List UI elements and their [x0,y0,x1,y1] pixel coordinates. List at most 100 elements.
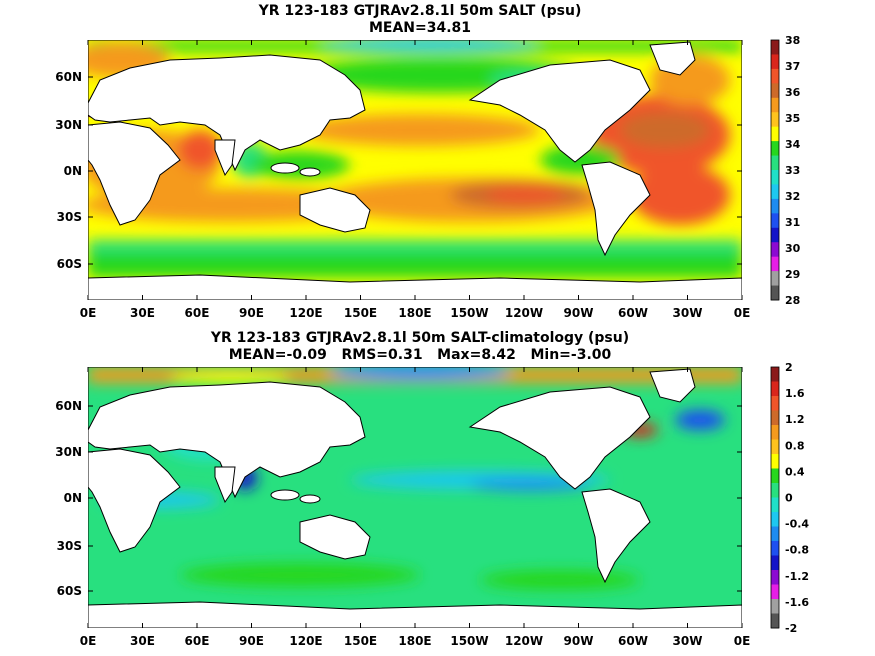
colorbar-label: 38 [785,34,800,47]
colorbar-segment [771,40,779,55]
colorbar-segment [771,141,779,157]
x-tick-label: 0E [80,306,97,320]
y-tick-label: 60S [57,584,82,598]
panel1-land [88,41,742,300]
colorbar-segment [771,497,779,513]
colorbar-segment [771,155,779,171]
colorbar-segment [771,584,779,600]
colorbar-segment [771,97,779,113]
panel1-title: YR 123-183 GTJRAv2.8.1l 50m SALT (psu) [258,3,582,19]
colorbar-segment [771,381,779,397]
colorbar-segment [771,599,779,614]
colorbar-segment [771,112,779,128]
colorbar-label: 31 [785,216,800,229]
x-tick-label: 90E [239,306,264,320]
colorbar-label: 29 [785,268,800,281]
x-tick-label: 180E [398,634,431,648]
x-tick-label: 30E [130,634,155,648]
x-tick-label: 120W [505,634,543,648]
colorbar-segment [771,83,779,99]
y-tick-label: 30S [57,210,82,224]
colorbar-segment [771,396,779,411]
x-tick-label: 30W [673,634,703,648]
colorbar-label: 2 [785,361,793,374]
x-tick-label: 60E [185,306,210,320]
colorbar-segment [771,468,779,484]
colorbar-label: -0.4 [785,518,809,531]
colorbar-frame [770,366,780,629]
colorbar-segment [771,271,779,287]
x-tick-label: 120E [289,634,322,648]
colorbar-label: 0.8 [785,439,805,452]
x-tick-label: 150W [450,306,488,320]
colorbar-label: 0 [785,492,793,505]
colorbar-label: 37 [785,60,800,73]
y-tick-label: 30N [55,445,82,459]
colorbar-segment [771,425,779,440]
colorbar-segment [771,170,779,185]
colorbar-segment [771,256,779,272]
y-tick-label: 0N [64,164,82,178]
colorbar-label: 33 [785,164,800,177]
x-tick-label: 30E [130,306,155,320]
colorbar-label: -2 [785,622,797,635]
colorbar-segment [771,439,779,455]
x-tick-label: 90W [564,306,594,320]
colorbar-segment [771,126,779,142]
x-tick-label: 150E [344,634,377,648]
panel1-map [88,40,742,300]
colorbar-label: 0.4 [785,465,805,478]
y-tick-label: 0N [64,491,82,505]
colorbar-segment [771,541,779,556]
colorbar-label: 32 [785,190,800,203]
panel2-title: YR 123-183 GTJRAv2.8.1l 50m SALT-climato… [210,330,630,346]
x-tick-label: 0E [734,306,751,320]
x-tick-label: 150W [450,634,488,648]
colorbar-label: 28 [785,294,800,307]
colorbar-segment [771,68,779,84]
colorbar-frame [770,39,780,301]
panel2-map [88,367,742,628]
x-tick-label: 90W [564,634,594,648]
colorbar-label: 36 [785,86,801,99]
colorbar-segment [771,613,779,629]
colorbar-label: 35 [785,112,800,125]
colorbar-segment [771,54,779,70]
y-tick-label: 60N [55,399,82,413]
x-tick-label: 60W [618,306,648,320]
colorbar-segment [771,242,779,258]
colorbar-label: 30 [785,242,801,255]
y-tick-label: 30N [55,118,82,132]
panel2-land [88,368,742,628]
x-tick-label: 90E [239,634,264,648]
colorbar-segment [771,570,779,585]
y-tick-label: 60N [55,70,82,84]
colorbar-segment [771,555,779,571]
colorbar-segment [771,410,779,426]
x-tick-label: 120W [505,306,543,320]
colorbar-segment [771,526,779,542]
x-tick-label: 0E [734,634,751,648]
colorbar-segment [771,198,779,214]
colorbar-label: 1.6 [785,387,805,400]
x-tick-label: 150E [344,306,377,320]
x-tick-label: 60W [618,634,648,648]
y-tick-label: 30S [57,539,82,553]
x-tick-label: 0E [80,634,97,648]
colorbar-segment [771,483,779,498]
x-tick-label: 30W [673,306,703,320]
x-tick-label: 60E [185,634,210,648]
panel1-subtitle: MEAN=34.81 [368,20,472,36]
colorbar-label: -1.6 [785,596,809,609]
x-tick-label: 180E [398,306,431,320]
colorbar-segment [771,227,779,243]
colorbar-segment [771,454,779,469]
colorbar-segment [771,367,779,382]
colorbar-label: 34 [785,138,801,151]
y-tick-label: 60S [57,257,82,271]
colorbar-segment [771,512,779,527]
colorbar-segment [771,285,779,301]
colorbar-label: -1.2 [785,570,809,583]
colorbar-label: 1.2 [785,413,805,426]
colorbar-label: -0.8 [785,544,809,557]
